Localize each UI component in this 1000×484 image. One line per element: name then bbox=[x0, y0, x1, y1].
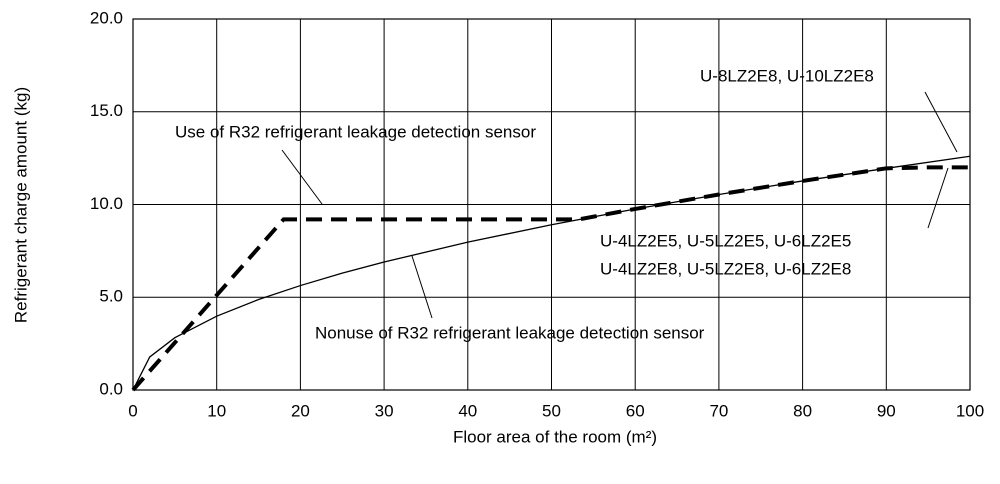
x-tick-label: 100 bbox=[956, 401, 984, 420]
arrow bbox=[927, 167, 949, 229]
series-line bbox=[132, 155, 971, 391]
x-tick-label: 30 bbox=[375, 401, 394, 420]
x-axis-label: Floor area of the room (m²) bbox=[453, 427, 657, 446]
x-tick-label: 20 bbox=[291, 401, 310, 420]
y-tick-label: 10.0 bbox=[90, 194, 123, 213]
arrow bbox=[924, 91, 958, 153]
x-tick-label: 80 bbox=[793, 401, 812, 420]
x-tick-label: 10 bbox=[207, 401, 226, 420]
annotation-arrows bbox=[281, 91, 958, 319]
plot-frame bbox=[132, 18, 971, 391]
x-tick-label: 50 bbox=[542, 401, 561, 420]
x-tick-label: 60 bbox=[626, 401, 645, 420]
y-tick-label: 0.0 bbox=[99, 379, 123, 398]
annotation-u8: U-8LZ2E8, U-10LZ2E8 bbox=[700, 66, 874, 85]
x-tick-label: 0 bbox=[128, 401, 137, 420]
x-tick-label: 40 bbox=[458, 401, 477, 420]
y-tick-label: 20.0 bbox=[90, 8, 123, 27]
annotation-u4-e8: U-4LZ2E8, U-5LZ2E8, U-6LZ2E8 bbox=[600, 259, 851, 278]
series-line bbox=[131, 165, 970, 392]
arrow bbox=[281, 149, 323, 205]
arrow bbox=[411, 255, 433, 319]
annotation-u4-e5: U-4LZ2E5, U-5LZ2E5, U-6LZ2E5 bbox=[600, 231, 851, 250]
x-tick-label: 90 bbox=[877, 401, 896, 420]
y-axis-label: Refrigerant charge amount (kg) bbox=[11, 87, 30, 323]
x-tick-label: 70 bbox=[709, 401, 728, 420]
y-tick-label: 15.0 bbox=[90, 101, 123, 120]
y-tick-label: 5.0 bbox=[99, 287, 123, 306]
annotation-use: Use of R32 refrigerant leakage detection… bbox=[175, 122, 536, 141]
annotation-nonuse: Nonuse of R32 refrigerant leakage detect… bbox=[315, 323, 705, 342]
